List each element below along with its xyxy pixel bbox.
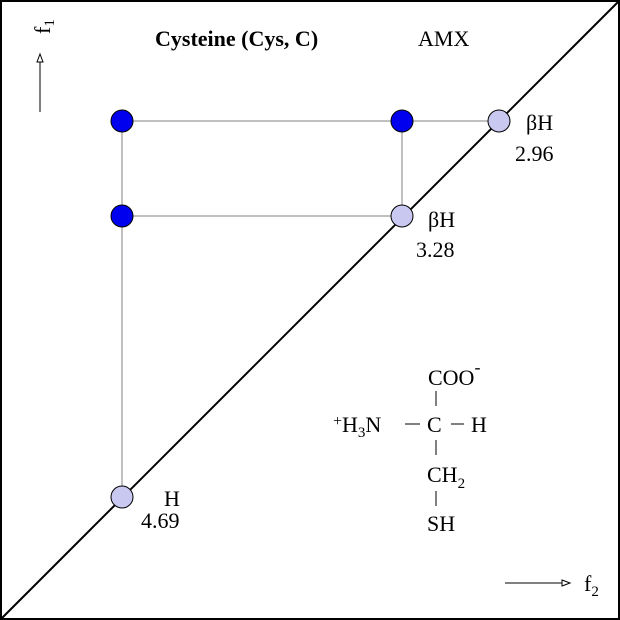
f1-label: f1 [30, 19, 58, 34]
diagonal-peak [487, 109, 511, 133]
cross-peak [390, 109, 414, 133]
spin-system: AMX [418, 26, 469, 51]
svg-text:CH2: CH2 [427, 462, 465, 492]
svg-text:COO-: COO- [428, 357, 480, 390]
diagonal-peak [110, 485, 134, 509]
cross-peak [110, 204, 134, 228]
svg-text:SH: SH [427, 511, 455, 536]
svg-text:+H3N: +H3N [333, 412, 381, 441]
diagonal-peak [390, 204, 414, 228]
peak-shift: 2.96 [515, 141, 554, 166]
peak-shift: 4.69 [141, 508, 180, 533]
svg-text:C: C [427, 412, 442, 437]
cysteine-structure: COO- +H3N C H CH2 SH [333, 357, 487, 536]
f2-label: f2 [584, 571, 599, 600]
peak-label: βH [526, 110, 553, 135]
f2-axis: f2 [505, 571, 599, 600]
title: Cysteine (Cys, C) [155, 26, 318, 51]
peak-label: βH [428, 207, 455, 232]
peak-shift: 3.28 [416, 237, 455, 262]
peak-label: H [164, 486, 180, 511]
connectivity-lines [121, 120, 499, 497]
f1-axis: f1 [30, 19, 58, 112]
cross-peak [110, 109, 134, 133]
svg-text:H: H [471, 412, 487, 437]
